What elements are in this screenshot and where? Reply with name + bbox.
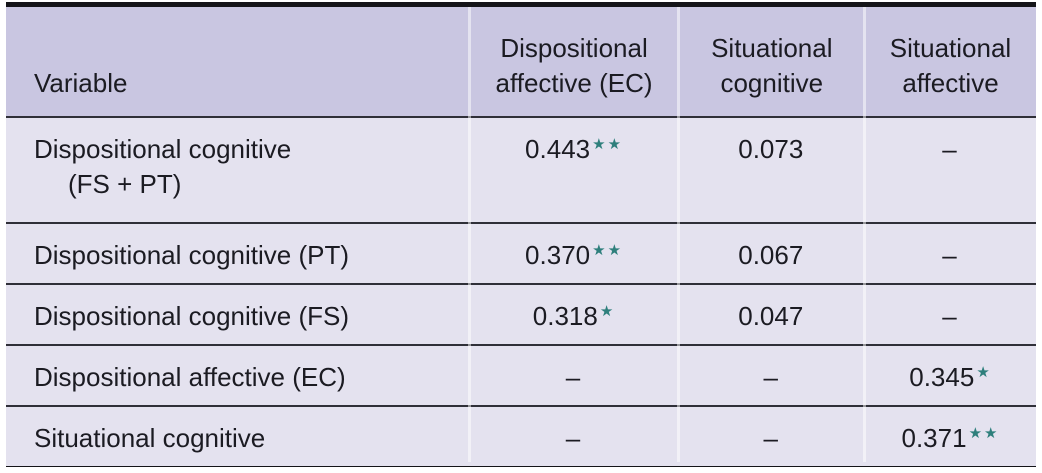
table-row-dispositional-cognitive-fs-pt: Dispositional cognitive (FS + PT) 0.443 ★… — [6, 117, 1036, 224]
correlation-value: 0.443 — [525, 134, 591, 164]
cell-value: – — [469, 345, 679, 408]
cell-value: 0.318 ★ — [469, 284, 679, 347]
table-row-situational-cognitive: Situational cognitive – – 0.371 ★★ — [6, 406, 1036, 467]
cell-value: – — [678, 406, 865, 467]
significance-stars: ★★ — [592, 136, 624, 153]
row-label-line1: Dispositional cognitive (FS) — [34, 301, 350, 332]
table-body: Dispositional cognitive (FS + PT) 0.443 ★… — [6, 117, 1036, 467]
cell-value: – — [469, 406, 679, 467]
row-label: Dispositional cognitive (FS + PT) — [6, 117, 470, 224]
correlation-value: – — [565, 362, 581, 393]
significance-stars: ★★ — [968, 425, 1000, 443]
column-header-situational-cognitive: Situational cognitive — [678, 7, 865, 118]
cell-value: – — [865, 284, 1036, 347]
table-row-dispositional-cognitive-fs: Dispositional cognitive (FS) 0.318 ★ 0.04… — [6, 284, 1036, 347]
row-label: Situational cognitive — [6, 406, 470, 467]
correlation-value: 0.318 — [532, 301, 598, 332]
table-row-dispositional-cognitive-pt: Dispositional cognitive (PT) 0.370 ★★ 0.0… — [6, 223, 1036, 286]
significance-stars: ★ — [599, 303, 616, 321]
cell-value: 0.443 ★★ — [469, 117, 679, 224]
correlation-value: – — [763, 362, 779, 393]
cell-value: – — [678, 345, 865, 408]
correlation-value: – — [565, 423, 581, 454]
row-label-line1: Dispositional cognitive — [34, 134, 292, 164]
row-label-line1: Situational cognitive — [34, 423, 266, 454]
cell-value: 0.371 ★★ — [865, 406, 1036, 467]
correlation-value: 0.345 — [909, 362, 975, 393]
cell-value: 0.047 — [678, 284, 865, 347]
correlation-value: 0.371 — [901, 423, 967, 454]
correlation-value: 0.073 — [738, 134, 804, 164]
cell-value: 0.370 ★★ — [469, 223, 679, 286]
cell-value: – — [865, 117, 1036, 224]
correlation-value: – — [942, 134, 957, 164]
row-label: Dispositional affective (EC) — [6, 345, 470, 408]
correlation-table-container: Variable Dispositional affective (EC) Si… — [6, 2, 1036, 467]
correlation-value: – — [942, 301, 957, 332]
correlation-value: 0.370 — [525, 240, 591, 270]
row-label: Dispositional cognitive (PT) — [6, 223, 470, 286]
cell-value: 0.073 — [678, 117, 865, 224]
column-header-dispositional-affective: Dispositional affective (EC) — [469, 7, 679, 118]
correlation-table: Variable Dispositional affective (EC) Si… — [6, 7, 1036, 467]
correlation-value: 0.047 — [738, 301, 804, 332]
table-row-dispositional-affective-ec: Dispositional affective (EC) – – 0.345 ★ — [6, 345, 1036, 408]
header-row: Variable Dispositional affective (EC) Si… — [6, 7, 1036, 118]
cell-value: 0.067 — [678, 223, 865, 286]
cell-value: – — [865, 223, 1036, 286]
table-header: Variable Dispositional affective (EC) Si… — [6, 7, 1036, 118]
row-label-line1: Dispositional affective (EC) — [34, 362, 346, 393]
significance-stars: ★ — [976, 364, 992, 382]
correlation-value: 0.067 — [738, 240, 804, 270]
row-label-line1: Dispositional cognitive (PT) — [34, 240, 350, 270]
row-label: Dispositional cognitive (FS) — [6, 284, 470, 347]
cell-value: 0.345 ★ — [865, 345, 1036, 408]
row-label-line2: (FS + PT) — [68, 169, 182, 200]
column-header-situational-affective: Situational affective — [865, 7, 1036, 118]
column-header-variable: Variable — [6, 7, 470, 118]
significance-stars: ★★ — [592, 242, 624, 259]
correlation-value: – — [763, 423, 779, 454]
correlation-value: – — [942, 240, 957, 270]
